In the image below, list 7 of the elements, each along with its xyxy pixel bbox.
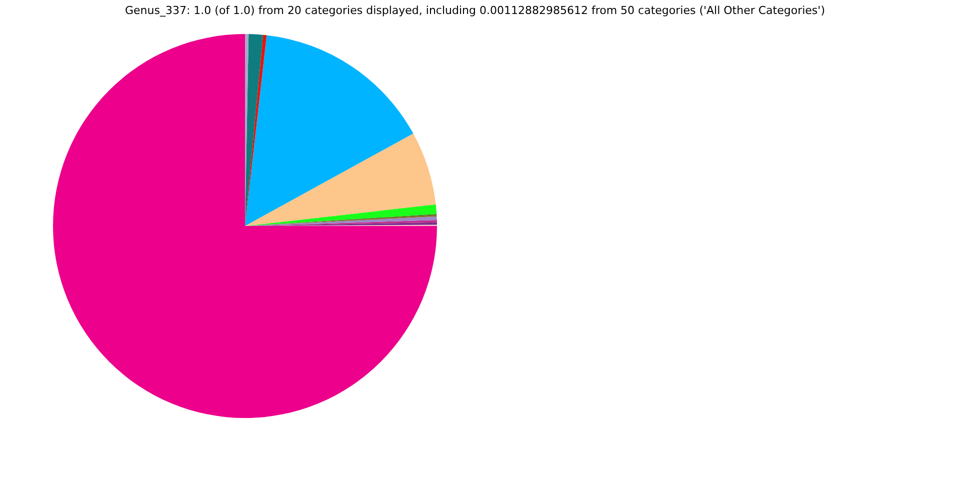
pie-slice [245,34,264,226]
pie-slice [245,35,414,226]
pie-slice [245,204,437,226]
pie-slice [53,34,437,418]
pie-slice [245,34,267,226]
pie-slice [245,134,436,226]
text: Genus_337: 1.0 (of 1.0) from 20 categories displayed, including 0.00112882985612 from 50 categories ('All Other Categories') [125,4,825,17]
